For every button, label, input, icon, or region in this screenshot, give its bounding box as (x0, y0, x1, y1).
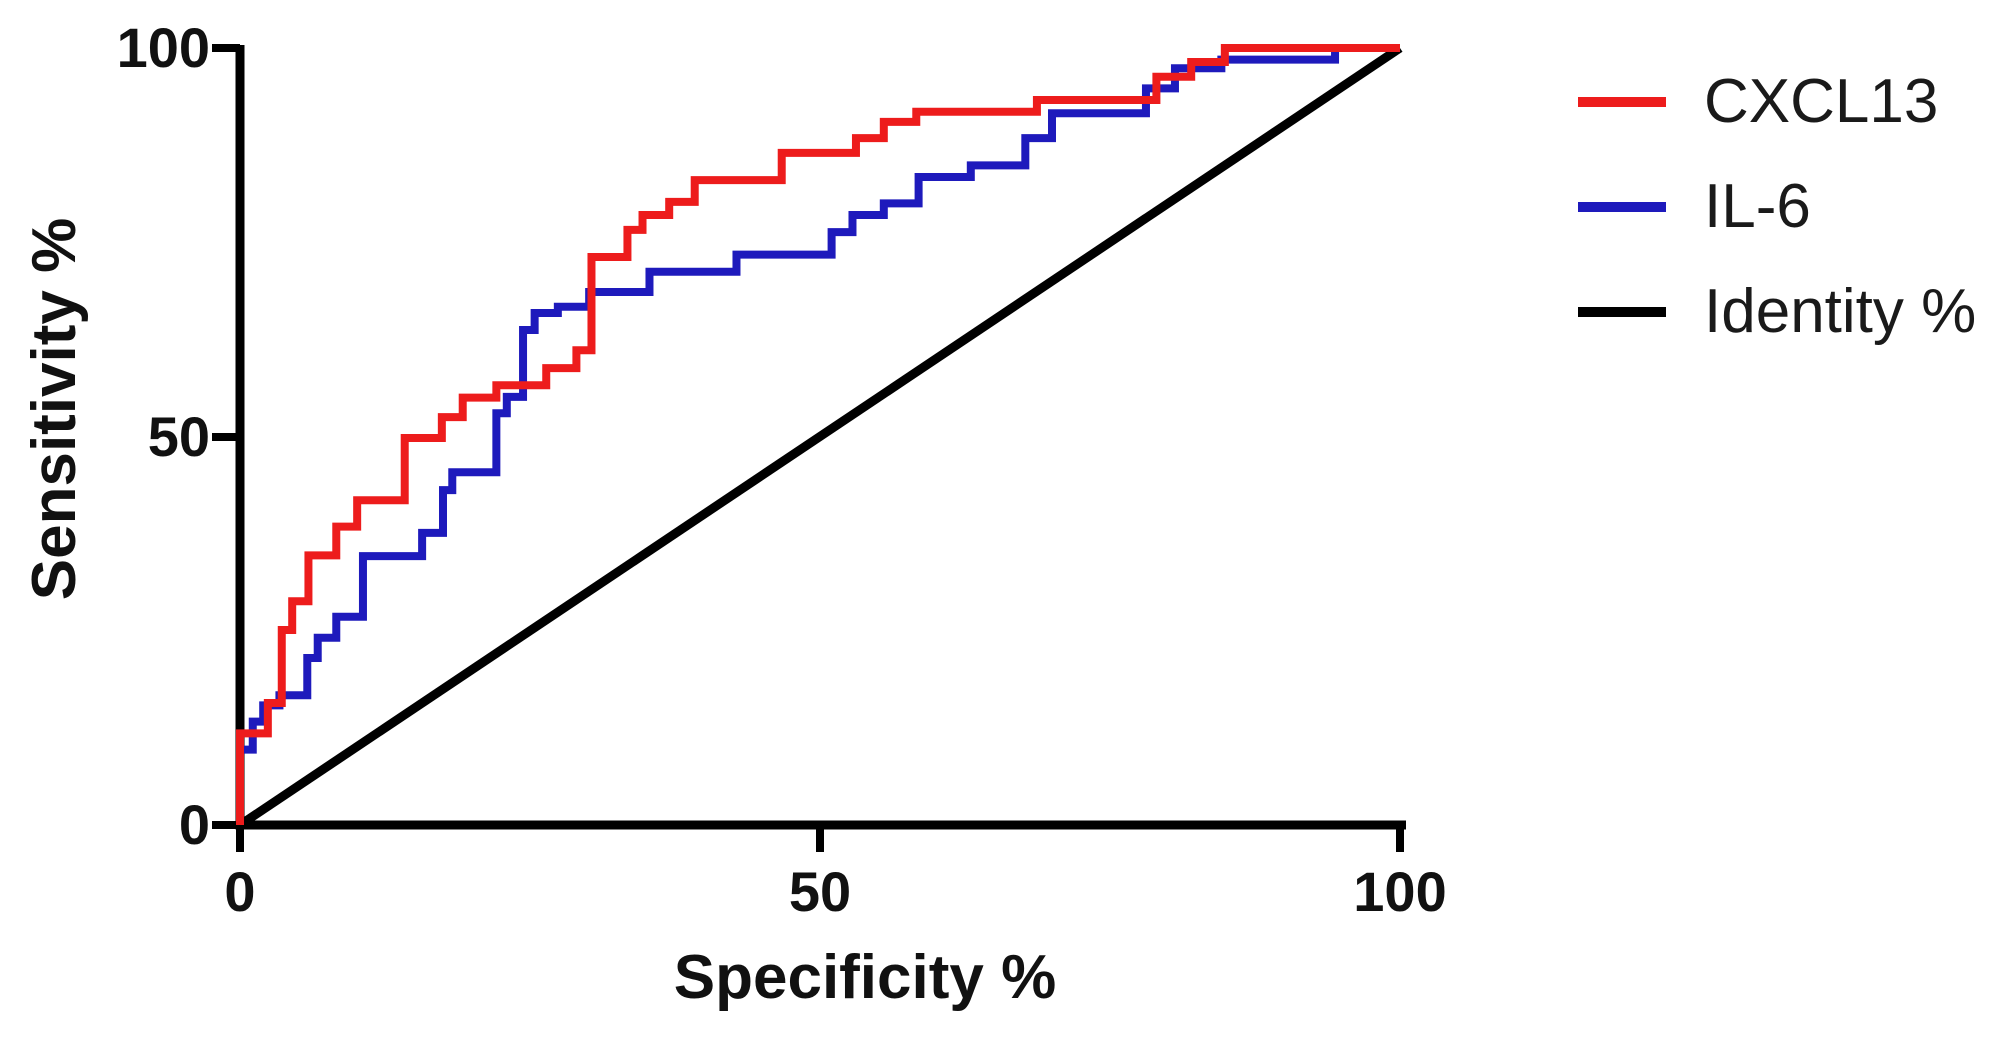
x-tick-label-0: 0 (224, 860, 256, 923)
y-axis-title: Sensitivity % (20, 217, 89, 601)
legend-label-il6: IL-6 (1704, 172, 1811, 241)
axis-tick-marks (212, 44, 1404, 852)
il6-line-swatch-icon (1578, 202, 1666, 212)
y-tick-label-50: 50 (147, 405, 210, 468)
legend-label-cxcl13: CXCL13 (1704, 67, 1939, 136)
legend-item-identity: Identity % (1578, 275, 1976, 349)
legend-item-il6: IL-6 (1578, 170, 1811, 244)
cxcl13-roc-curve (236, 44, 1400, 825)
y-tick-label-0: 0 (178, 793, 210, 856)
identity-line (237, 44, 1403, 829)
x-tick-label-100: 100 (1353, 860, 1447, 923)
y-tick-label-100: 100 (116, 16, 210, 79)
x-axis-title: Specificity % (673, 943, 1057, 1012)
cxcl13-line-swatch-icon (1578, 97, 1666, 107)
il6-roc-curve (236, 44, 1400, 825)
legend-item-cxcl13: CXCL13 (1578, 65, 1938, 139)
x-tick-label-50: 50 (788, 860, 852, 923)
legend-label-identity: Identity % (1704, 277, 1977, 346)
identity-line-swatch-icon (1578, 307, 1666, 317)
